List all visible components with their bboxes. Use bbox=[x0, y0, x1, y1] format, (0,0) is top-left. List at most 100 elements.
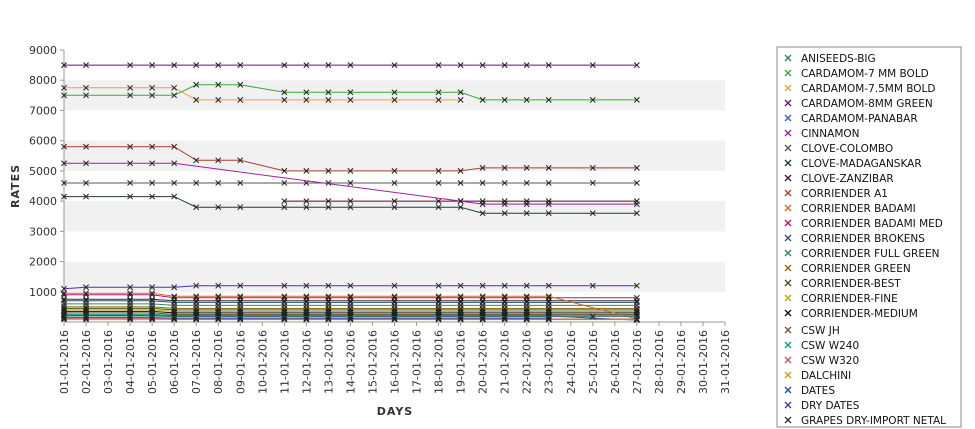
data-point-marker bbox=[523, 299, 530, 306]
legend-label: CORRIENDER-BEST bbox=[801, 278, 901, 290]
data-point-marker bbox=[523, 180, 530, 186]
x-tick-label: 04-01-2016 bbox=[124, 330, 137, 394]
data-point-marker bbox=[391, 89, 398, 96]
legend-item[interactable]: CARDAMOM-7 MM BOLD bbox=[784, 68, 929, 80]
series-aniseeds-big bbox=[61, 313, 640, 320]
data-point-marker bbox=[457, 198, 464, 205]
legend-marker bbox=[784, 144, 792, 152]
series-corriender-brokens bbox=[61, 297, 640, 306]
legend-item[interactable]: DALCHINI bbox=[784, 370, 851, 382]
data-point-marker bbox=[281, 89, 288, 96]
data-point-marker bbox=[479, 164, 486, 171]
legend-item[interactable]: CLOVE-COLOMBO bbox=[784, 143, 893, 155]
series-line bbox=[64, 309, 637, 312]
legend-item[interactable]: ANISEEDS-BIG bbox=[784, 53, 876, 65]
legend-item[interactable]: CORRIENDER-BEST bbox=[784, 278, 901, 290]
legend-item[interactable]: DRY DATES bbox=[784, 400, 860, 412]
data-point-marker bbox=[633, 164, 640, 171]
legend-label: CARDAMOM-7 MM BOLD bbox=[801, 68, 929, 80]
legend-marker bbox=[784, 129, 792, 137]
legend-item[interactable]: CINNAMON bbox=[784, 128, 860, 140]
data-point-marker bbox=[237, 282, 244, 289]
legend-item[interactable]: CARDAMOM-7.5MM BOLD bbox=[784, 83, 935, 95]
data-point-marker bbox=[391, 282, 398, 289]
legend-marker bbox=[784, 69, 792, 77]
data-point-marker bbox=[149, 193, 156, 200]
legend-item[interactable]: DATES bbox=[784, 385, 835, 397]
legend-marker bbox=[784, 356, 792, 364]
legend-item[interactable]: CLOVE-ZANZIBAR bbox=[784, 173, 894, 185]
series-line bbox=[64, 307, 637, 311]
data-point-marker bbox=[193, 204, 200, 211]
series-line bbox=[64, 298, 637, 302]
data-point-marker bbox=[325, 313, 332, 320]
data-point-marker bbox=[281, 180, 288, 186]
data-point-marker bbox=[149, 160, 156, 167]
data-point-marker bbox=[457, 299, 464, 306]
data-point-marker bbox=[479, 313, 486, 320]
y-tick-label: 3000 bbox=[29, 225, 57, 238]
data-point-marker bbox=[127, 297, 134, 304]
x-tick-label: 19-01-2016 bbox=[455, 330, 468, 394]
legend-label: CSW W240 bbox=[801, 340, 859, 352]
legend-item[interactable]: CARDAMOM-8MM GREEN bbox=[784, 98, 933, 110]
legend-item[interactable]: GRAPES DRY-IMPORT NETAL bbox=[784, 415, 946, 427]
data-point-marker bbox=[589, 62, 596, 69]
legend-item[interactable]: CORRIENDER BADAMI MED bbox=[784, 218, 943, 230]
x-tick-label: 14-01-2016 bbox=[344, 330, 357, 394]
data-point-marker bbox=[325, 180, 332, 186]
series-cardamom-8mm-green bbox=[61, 62, 640, 69]
legend-label: DALCHINI bbox=[801, 370, 851, 382]
legend-item[interactable]: CORRIENDER A1 bbox=[784, 188, 888, 200]
data-point-marker bbox=[479, 293, 486, 300]
x-tick-label: 26-01-2016 bbox=[609, 330, 622, 394]
data-point-marker bbox=[523, 96, 530, 103]
data-point-marker bbox=[435, 62, 442, 69]
y-axis-ticks: 1000 2000 3000 4000 5000 6000 7000 8000 9000 bbox=[29, 44, 64, 299]
legend-label: CSW W320 bbox=[801, 355, 859, 367]
series-cardamom-7-mm-bold bbox=[61, 81, 640, 103]
data-point-marker bbox=[391, 198, 398, 205]
legend-item[interactable]: CSW W240 bbox=[784, 340, 859, 352]
data-point-marker bbox=[457, 62, 464, 69]
data-point-marker bbox=[127, 92, 134, 99]
data-point-marker bbox=[193, 313, 200, 320]
legend-item[interactable]: CORRIENDER-MEDIUM bbox=[784, 308, 918, 320]
data-point-marker bbox=[457, 204, 464, 211]
legend-item[interactable]: CORRIENDER BADAMI bbox=[784, 203, 916, 215]
legend-label: CSW JH bbox=[801, 325, 840, 337]
legend-item[interactable]: CSW JH bbox=[784, 325, 840, 337]
data-point-marker bbox=[237, 299, 244, 306]
legend-item[interactable]: CORRIENDER BROKENS bbox=[784, 233, 925, 245]
data-point-marker bbox=[479, 210, 486, 217]
data-point-marker bbox=[633, 62, 640, 69]
legend-item[interactable]: CARDAMOM-PANABAR bbox=[784, 113, 918, 125]
legend-label: DATES bbox=[801, 385, 835, 397]
legend-item[interactable]: CORRIENDER FULL GREEN bbox=[784, 248, 939, 260]
data-point-marker bbox=[149, 290, 156, 297]
data-point-marker bbox=[61, 290, 67, 297]
legend-item[interactable]: CORRIENDER-FINE bbox=[784, 293, 898, 305]
x-tick-label: 18-01-2016 bbox=[433, 330, 446, 394]
data-point-marker bbox=[149, 143, 156, 150]
data-point-marker bbox=[391, 293, 398, 300]
data-point-marker bbox=[435, 293, 442, 300]
x-tick-label: 29-01-2016 bbox=[675, 330, 688, 394]
data-point-marker bbox=[479, 282, 486, 289]
data-point-marker bbox=[457, 96, 464, 103]
legend-item[interactable]: CLOVE-MADAGANSKAR bbox=[784, 158, 922, 170]
legend-item[interactable]: CSW W320 bbox=[784, 355, 859, 367]
data-point-marker bbox=[545, 62, 552, 69]
data-point-marker bbox=[127, 84, 134, 91]
data-point-marker bbox=[281, 198, 288, 205]
data-point-marker bbox=[545, 180, 552, 186]
x-tick-label: 15-01-2016 bbox=[366, 330, 379, 394]
data-point-marker bbox=[149, 84, 156, 91]
x-tick-label: 02-01-2016 bbox=[80, 330, 93, 394]
data-point-marker bbox=[127, 313, 134, 319]
series-line bbox=[64, 303, 637, 306]
legend-item[interactable]: CORRIENDER GREEN bbox=[784, 263, 911, 275]
data-point-marker bbox=[633, 313, 640, 320]
data-point-marker bbox=[149, 180, 156, 186]
x-tick-label: 23-01-2016 bbox=[543, 330, 556, 394]
